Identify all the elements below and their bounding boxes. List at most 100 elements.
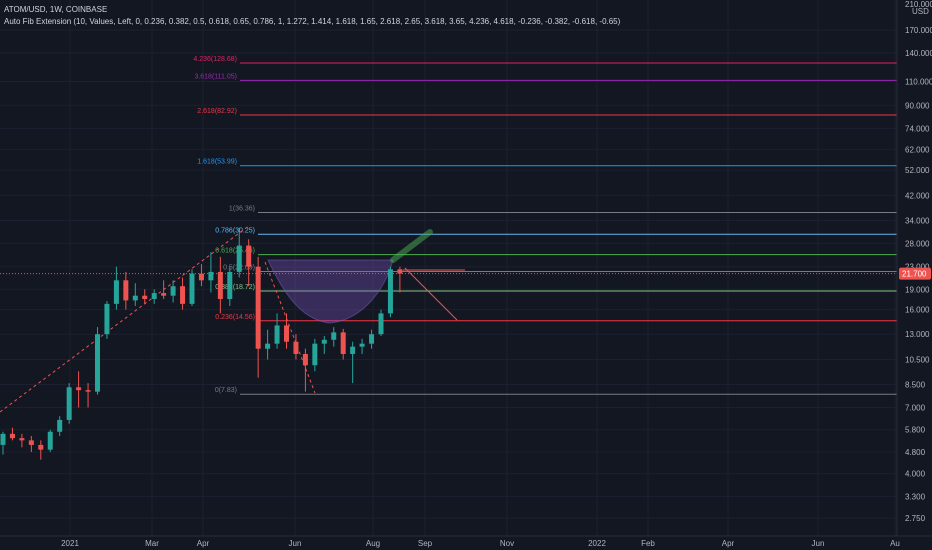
candle[interactable] (284, 313, 289, 349)
candle[interactable] (321, 336, 327, 354)
candle-body (397, 269, 403, 274)
price-tick-label: 23.000 (905, 263, 930, 272)
current-price-value: 21.700 (902, 270, 927, 279)
time-tick-label: Jun (289, 539, 302, 548)
candle-body (387, 269, 393, 314)
candle-body (255, 266, 261, 349)
candle[interactable] (170, 280, 176, 303)
candle[interactable] (123, 271, 129, 310)
time-tick-label: Apr (197, 539, 210, 548)
candle[interactable] (198, 264, 204, 287)
candle-body (284, 325, 289, 342)
price-tick-label: 74.000 (905, 124, 930, 133)
candle[interactable] (95, 327, 100, 395)
candle[interactable] (340, 328, 346, 360)
price-tick-label: 19.000 (905, 285, 930, 294)
candle[interactable] (302, 348, 308, 392)
candle-body (38, 444, 44, 450)
candle[interactable] (293, 334, 299, 360)
currency-label: USD (912, 7, 929, 16)
candle[interactable] (227, 266, 233, 306)
time-tick-label: Mar (145, 539, 159, 548)
price-target-line[interactable] (404, 267, 458, 321)
candle[interactable] (312, 338, 318, 372)
candle[interactable] (151, 289, 157, 304)
candle[interactable] (85, 383, 91, 408)
candle[interactable] (57, 416, 63, 436)
candle-body (161, 293, 167, 296)
time-tick-label: Nov (500, 539, 514, 548)
candle[interactable] (47, 429, 53, 453)
candle[interactable] (66, 383, 72, 424)
candle-body (378, 313, 384, 335)
price-tick-label: 7.000 (905, 403, 926, 412)
trend-projection-line[interactable] (0, 224, 251, 413)
candle[interactable] (378, 309, 384, 337)
candle-body (359, 343, 365, 347)
fib-level-label: 0.382(18.72) (215, 284, 255, 291)
candle-body (302, 353, 308, 366)
candle[interactable] (265, 329, 271, 360)
candle-body (217, 271, 223, 300)
candle-body (85, 390, 91, 392)
candle[interactable] (359, 338, 365, 354)
candle[interactable] (217, 256, 223, 314)
price-tick-label: 110.000 (905, 78, 932, 87)
candle-body (151, 293, 157, 300)
candle-body (189, 273, 195, 304)
candle[interactable] (76, 371, 82, 408)
price-tick-label: 210.000 (905, 0, 932, 9)
current-price-badge (899, 267, 931, 280)
candle-body (274, 325, 280, 344)
candle[interactable] (104, 301, 110, 339)
price-tick-label: 90.000 (905, 101, 930, 110)
fib-anchor-line[interactable] (264, 261, 316, 394)
candle-body (331, 332, 337, 340)
candle-body (312, 343, 318, 366)
candle-body (76, 387, 82, 391)
fib-level-label: 0.786(30.25) (215, 227, 255, 234)
fib-level-label: 1.618(53.99) (197, 159, 237, 166)
time-tick-label: 2022 (588, 539, 606, 548)
price-tick-label: 42.000 (905, 191, 930, 200)
candle[interactable] (113, 266, 119, 310)
candle[interactable] (38, 440, 44, 460)
time-tick-label: Apr (722, 539, 735, 548)
candle[interactable] (246, 239, 252, 287)
candle[interactable] (208, 252, 214, 293)
candle[interactable] (142, 289, 148, 304)
candle-body (47, 431, 53, 450)
candle[interactable] (255, 256, 261, 378)
candle[interactable] (274, 313, 280, 349)
indicator-legend[interactable]: Auto Fib Extension (10, Values, Left, 0,… (4, 17, 621, 26)
candle[interactable] (387, 266, 393, 318)
price-tick-label: 52.000 (905, 166, 930, 175)
fib-level-label: 1(36.36) (229, 205, 255, 212)
breakout-arrow[interactable] (390, 229, 433, 263)
candle-body (95, 334, 100, 392)
fib-level-label: 0(7.83) (215, 387, 237, 394)
candle[interactable] (9, 427, 15, 441)
candle[interactable] (350, 341, 356, 384)
candle[interactable] (161, 280, 167, 300)
candle[interactable] (397, 266, 403, 293)
candle[interactable] (19, 433, 25, 448)
candle-body (132, 295, 138, 301)
price-tick-label: 4.000 (905, 470, 926, 479)
candle-body (180, 286, 186, 304)
candle[interactable] (369, 329, 375, 349)
price-tick-label: 5.800 (905, 426, 926, 435)
price-tick-label: 16.000 (905, 306, 930, 315)
candle[interactable] (28, 435, 34, 453)
candle-body (340, 332, 346, 354)
candle[interactable] (180, 277, 186, 310)
candle-body (28, 440, 34, 445)
candle[interactable] (189, 269, 195, 306)
candle[interactable] (0, 431, 6, 455)
cup-pattern-shape[interactable] (267, 259, 394, 324)
candle[interactable] (331, 327, 337, 347)
price-tick-label: 140.000 (905, 49, 932, 58)
candle[interactable] (132, 283, 138, 306)
candle[interactable] (236, 227, 242, 278)
